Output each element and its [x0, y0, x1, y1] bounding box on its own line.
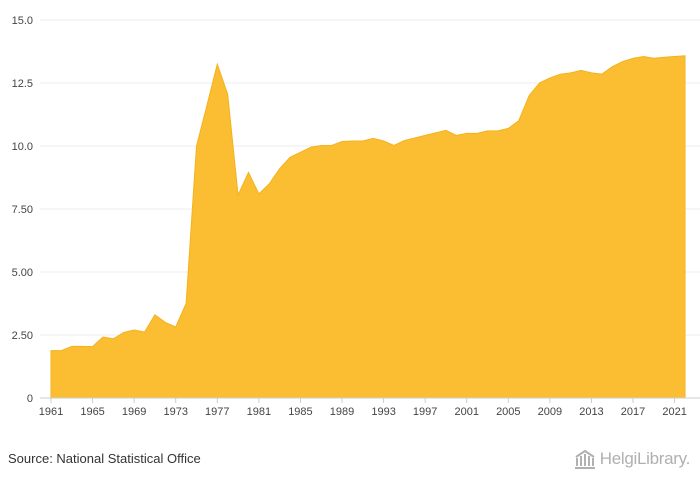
x-tick-label: 1985 — [288, 406, 312, 418]
x-tick-label: 1981 — [247, 406, 271, 418]
x-tick-label: 1961 — [39, 406, 63, 418]
area-fill — [50, 55, 686, 399]
library-icon — [574, 449, 595, 469]
area-series — [50, 55, 686, 399]
x-tick-label: 1973 — [163, 406, 187, 418]
x-tick-label: 1977 — [205, 406, 229, 418]
x-tick-label: 2009 — [538, 406, 562, 418]
x-tick-label: 1993 — [371, 406, 395, 418]
x-tick-label: 1997 — [413, 406, 437, 418]
x-tick-label: 2005 — [496, 406, 520, 418]
y-tick-label: 5.00 — [12, 267, 33, 279]
y-tick-label: 12.5 — [12, 78, 33, 90]
x-tick-label: 1965 — [80, 406, 104, 418]
x-tick-label: 1969 — [122, 406, 146, 418]
x-tick-label: 2021 — [662, 406, 686, 418]
y-tick-label: 15.0 — [12, 15, 33, 27]
brand-name: HelgiLibrary. — [599, 449, 691, 468]
source-label: Source: National Statistical Office — [8, 451, 201, 466]
y-tick-label: 2.50 — [12, 330, 33, 342]
x-tick-label: 2001 — [454, 406, 478, 418]
x-tick-label: 2013 — [579, 406, 603, 418]
y-tick-label: 10.0 — [12, 141, 33, 153]
y-tick-label: 0 — [27, 393, 33, 405]
x-tick-label: 1989 — [330, 406, 354, 418]
x-axis: 1961 1965 1969 1973 1977 1981 1985 1989 1993 1997… — [39, 397, 700, 418]
y-axis: 0 2.50 5.00 7.50 10.0 12.5 15.0 — [12, 15, 33, 405]
brand-logo: HelgiLibrary. — [573, 448, 690, 470]
chart-footer: Source: National Statistical Office Helg… — [0, 440, 700, 483]
x-tick-label: 2017 — [621, 406, 645, 418]
y-tick-label: 7.50 — [12, 204, 33, 216]
